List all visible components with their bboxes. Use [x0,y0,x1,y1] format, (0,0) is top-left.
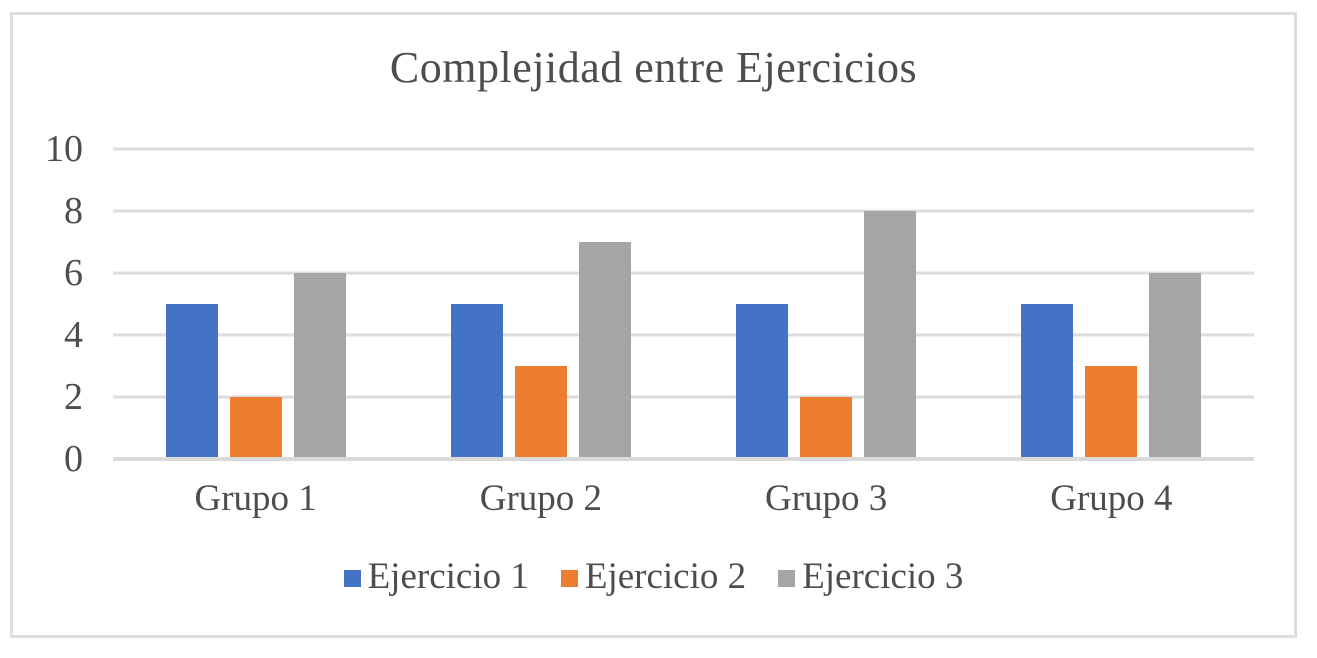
x-axis-labels: Grupo 1 Grupo 2 Grupo 3 Grupo 4 [113,477,1254,520]
legend-label-ejercicio-2: Ejercicio 2 [584,556,747,597]
bar-ejercicio-2-grupo-4 [1085,366,1138,459]
legend-item-ejercicio-3: Ejercicio 3 [778,555,963,598]
y-tick-label-10: 10 [45,128,83,170]
y-tick-label-6: 6 [64,252,83,294]
gridline-y10 [113,147,1254,151]
legend-label-ejercicio-1: Ejercicio 1 [367,556,529,597]
y-tick-label-2: 2 [64,376,83,418]
legend-swatch-ejercicio-2 [560,570,578,587]
bar-group-grupo-1 [113,149,398,459]
y-tick-label-0: 0 [64,438,83,480]
bar-ejercicio-1-grupo-3 [736,304,789,459]
legend-label-ejercicio-3: Ejercicio 3 [802,556,964,597]
bar-group-grupo-4 [969,149,1254,459]
bar-ejercicio-2-grupo-1 [229,397,282,459]
legend-item-ejercicio-1: Ejercicio 1 [343,555,529,598]
y-tick-label-4: 4 [64,314,83,356]
bar-ejercicio-3-grupo-4 [1149,273,1202,459]
bar-group-grupo-3 [684,149,969,459]
bar-ejercicio-2-grupo-3 [800,397,853,459]
legend-swatch-ejercicio-3 [778,570,796,587]
legend-item-ejercicio-2: Ejercicio 2 [560,555,747,598]
gridline-y2 [113,395,1254,399]
bar-groups [113,149,1254,459]
legend: Ejercicio 1 Ejercicio 2 Ejercicio 3 [13,555,1294,598]
x-axis-line [113,457,1254,461]
bar-ejercicio-1-grupo-1 [165,304,218,459]
bar-ejercicio-1-grupo-4 [1021,304,1074,459]
bar-ejercicio-1-grupo-2 [450,304,503,459]
gridline-y8 [113,209,1254,213]
gridline-y4 [113,333,1254,337]
gridline-y6 [113,271,1254,275]
chart-frame: Complejidad entre Ejercicios 0 2 4 6 8 10 Gru… [10,12,1297,638]
x-axis-label-grupo-1: Grupo 1 [194,478,317,519]
x-axis-label-grupo-2: Grupo 2 [479,478,603,519]
y-tick-label-8: 8 [64,190,83,232]
bar-ejercicio-3-grupo-2 [578,242,631,459]
chart-title: Complejidad entre Ejercicios [389,43,918,92]
bar-ejercicio-3-grupo-1 [293,273,346,459]
plot-area: 0 2 4 6 8 10 [45,130,1254,478]
legend-swatch-ejercicio-1 [343,570,361,587]
x-axis-label-grupo-4: Grupo 4 [1050,478,1173,519]
bar-ejercicio-3-grupo-3 [864,211,917,459]
bar-group-grupo-2 [398,149,683,459]
bar-ejercicio-2-grupo-2 [514,366,567,459]
x-axis-label-grupo-3: Grupo 3 [764,478,888,519]
